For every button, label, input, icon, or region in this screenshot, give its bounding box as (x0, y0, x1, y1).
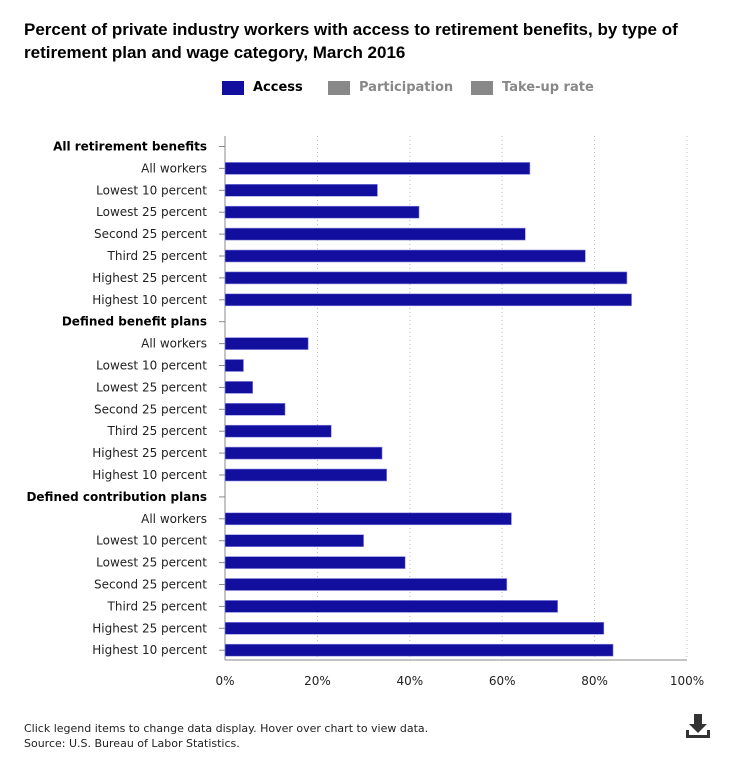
download-icon[interactable] (684, 712, 712, 740)
bar[interactable] (224, 271, 628, 285)
bar[interactable] (224, 381, 254, 394)
category-label: Lowest 10 percent (96, 183, 207, 197)
category-label: Second 25 percent (94, 402, 207, 416)
category-label: All workers (141, 512, 207, 526)
category-label: Highest 25 percent (92, 621, 207, 635)
x-tick-label: 20% (304, 674, 331, 688)
category-label: All workers (141, 161, 207, 175)
footer-note: Click legend items to change data displa… (24, 722, 429, 735)
bar[interactable] (224, 578, 508, 591)
footer: Click legend items to change data displa… (24, 721, 428, 751)
bar[interactable] (224, 205, 420, 219)
category-label: Lowest 25 percent (96, 380, 207, 394)
category-label: Third 25 percent (107, 249, 208, 263)
category-label: Third 25 percent (107, 599, 208, 613)
bar[interactable] (224, 359, 244, 372)
bar[interactable] (224, 468, 387, 482)
legend-item-participation[interactable]: Participation (328, 80, 453, 95)
legend-item-take-up-rate[interactable]: Take-up rate (471, 80, 594, 95)
bar[interactable] (224, 446, 383, 460)
bar[interactable] (224, 402, 286, 416)
legend-label: Access (253, 80, 303, 95)
category-label: Second 25 percent (94, 578, 207, 592)
bar[interactable] (224, 600, 558, 613)
bar[interactable] (224, 293, 632, 307)
bar[interactable] (224, 337, 309, 350)
legend-swatch (328, 80, 350, 95)
legend-label: Take-up rate (502, 80, 594, 95)
bar[interactable] (224, 643, 614, 657)
bar[interactable] (224, 227, 526, 241)
group-label: Defined contribution plans (26, 490, 207, 504)
category-label: Lowest 10 percent (96, 359, 207, 373)
x-tick-label: 100% (670, 674, 704, 688)
bar[interactable] (224, 424, 332, 438)
category-label: Highest 10 percent (92, 293, 207, 307)
category-label: All workers (141, 337, 207, 351)
legend-swatch (222, 80, 244, 95)
x-tick-label: 60% (489, 674, 516, 688)
category-label: Lowest 25 percent (96, 205, 207, 219)
group-label: Defined benefit plans (62, 315, 207, 329)
legend-swatch (471, 80, 493, 95)
bar[interactable] (224, 162, 531, 175)
x-tick-label: 0% (215, 674, 234, 688)
x-tick-label: 80% (581, 674, 608, 688)
footer-source: Source: U.S. Bureau of Labor Statistics. (24, 737, 240, 750)
bar[interactable] (224, 621, 605, 635)
bar[interactable] (224, 512, 512, 526)
legend-item-access[interactable]: Access (222, 80, 303, 95)
category-label: Third 25 percent (107, 424, 208, 438)
bar[interactable] (224, 534, 364, 548)
chart-title: Percent of private industry workers with… (24, 20, 678, 62)
category-label: Highest 25 percent (92, 446, 207, 460)
category-label: Lowest 25 percent (96, 556, 207, 570)
bar[interactable] (224, 249, 586, 263)
bar[interactable] (224, 184, 378, 197)
category-label: Highest 10 percent (92, 468, 207, 482)
legend-label: Participation (359, 80, 454, 95)
x-tick-label: 40% (396, 674, 423, 688)
group-label: All retirement benefits (53, 140, 207, 154)
category-label: Highest 25 percent (92, 271, 207, 285)
category-label: Highest 10 percent (92, 643, 207, 657)
bar[interactable] (224, 556, 406, 569)
category-label: Second 25 percent (94, 227, 207, 241)
category-label: Lowest 10 percent (96, 534, 207, 548)
